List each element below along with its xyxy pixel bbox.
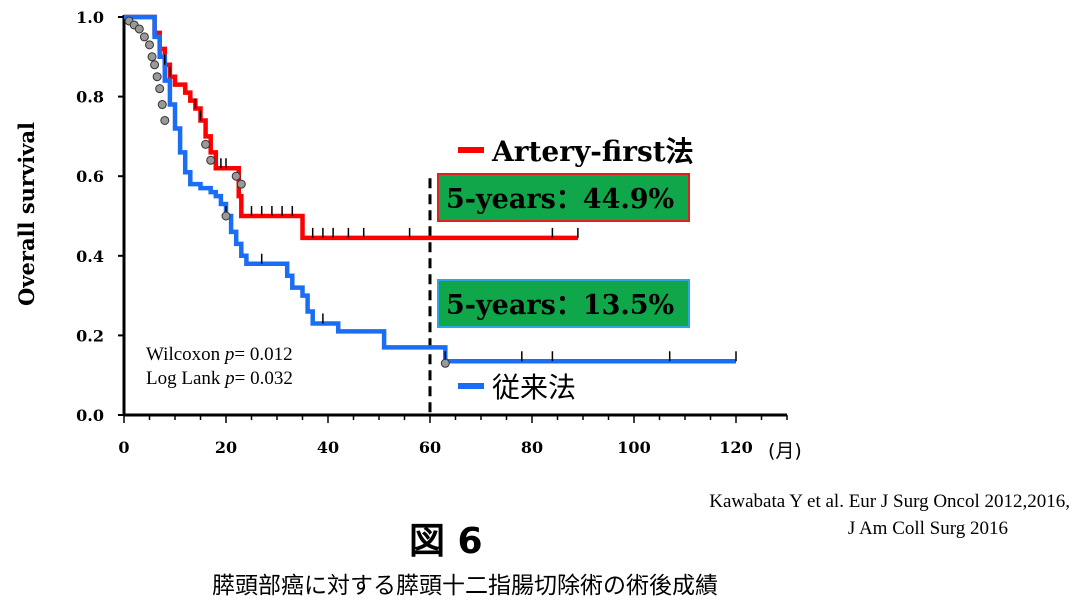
stats-loglank-label: Log Lank xyxy=(146,368,225,389)
stats-loglank: Log Lank p= 0.032 xyxy=(146,368,293,389)
censor-dot xyxy=(221,211,231,221)
x-tick-label: 100 xyxy=(617,438,650,457)
artery-first-legend-label: Artery-first法 xyxy=(491,135,694,168)
y-axis-label: Overall survival xyxy=(14,122,39,306)
x-tick-label: 120 xyxy=(719,438,752,457)
censor-dot xyxy=(236,179,246,189)
stats-wilcoxon-p: p xyxy=(223,344,235,365)
censor-dot xyxy=(206,155,216,165)
y-tick-label: 0.8 xyxy=(76,88,104,107)
y-tick-label: 0.0 xyxy=(76,406,104,425)
censor-dot xyxy=(145,40,154,50)
censor-dot xyxy=(155,84,165,94)
censor-dot xyxy=(147,52,157,62)
x-tick-label: 0 xyxy=(118,438,129,457)
y-tick-label: 0.2 xyxy=(76,326,104,345)
stats-wilcoxon: Wilcoxon p= 0.012 xyxy=(146,344,293,365)
figure-caption: 膵頭部癌に対する膵頭十二指腸切除術の術後成績 xyxy=(212,573,718,599)
legend-layer: Artery-first法 5-years：44.9% 従来法 5-years：13.… xyxy=(437,135,694,404)
citation-line2: J Am Coll Surg 2016 xyxy=(847,518,1008,539)
stats-wilcoxon-label: Wilcoxon xyxy=(146,344,225,365)
stats-wilcoxon-value: = 0.012 xyxy=(234,344,292,365)
x-tick-label: 40 xyxy=(317,438,339,457)
x-tick-label: 60 xyxy=(419,438,441,457)
y-tick-label: 1.0 xyxy=(76,8,104,27)
stats-loglank-p: p xyxy=(223,368,235,389)
x-tick-label: 80 xyxy=(521,438,543,457)
y-tick-label: 0.6 xyxy=(76,167,104,186)
artery-first-five-year-text: 5-years：44.9% xyxy=(446,184,674,215)
conventional-five-year-text: 5-years：13.5% xyxy=(446,290,674,321)
censor-dot xyxy=(134,24,144,34)
censor-dot xyxy=(157,100,167,110)
censor-dot xyxy=(201,139,211,149)
censor-dot xyxy=(150,60,160,70)
censor-dot xyxy=(231,171,241,181)
figure-label: 図 6 xyxy=(409,521,483,562)
x-tick-label: 20 xyxy=(215,438,237,457)
censor-dot xyxy=(152,72,162,82)
series-layer xyxy=(124,14,737,415)
conventional-legend-label: 従来法 xyxy=(492,371,576,404)
censor-dot xyxy=(160,115,170,125)
stats-loglank-value: = 0.032 xyxy=(235,368,293,389)
censor-dot xyxy=(440,358,450,368)
x-axis-unit: (月) xyxy=(768,440,802,462)
citation-line1: Kawabata Y et al. Eur J Surg Oncol 2012,… xyxy=(709,491,1070,512)
censor-dot xyxy=(139,32,149,42)
y-tick-label: 0.4 xyxy=(76,247,104,266)
axis-ticks: 0.0 0.2 0.4 0.6 0.8 1.0 0 20 40 60 80 100 120 xyxy=(76,8,788,457)
conventional-five-year-box xyxy=(437,279,690,328)
artery-first-five-year-box xyxy=(437,173,690,222)
citation: Kawabata Y et al. Eur J Surg Oncol 2012,… xyxy=(709,488,1070,542)
